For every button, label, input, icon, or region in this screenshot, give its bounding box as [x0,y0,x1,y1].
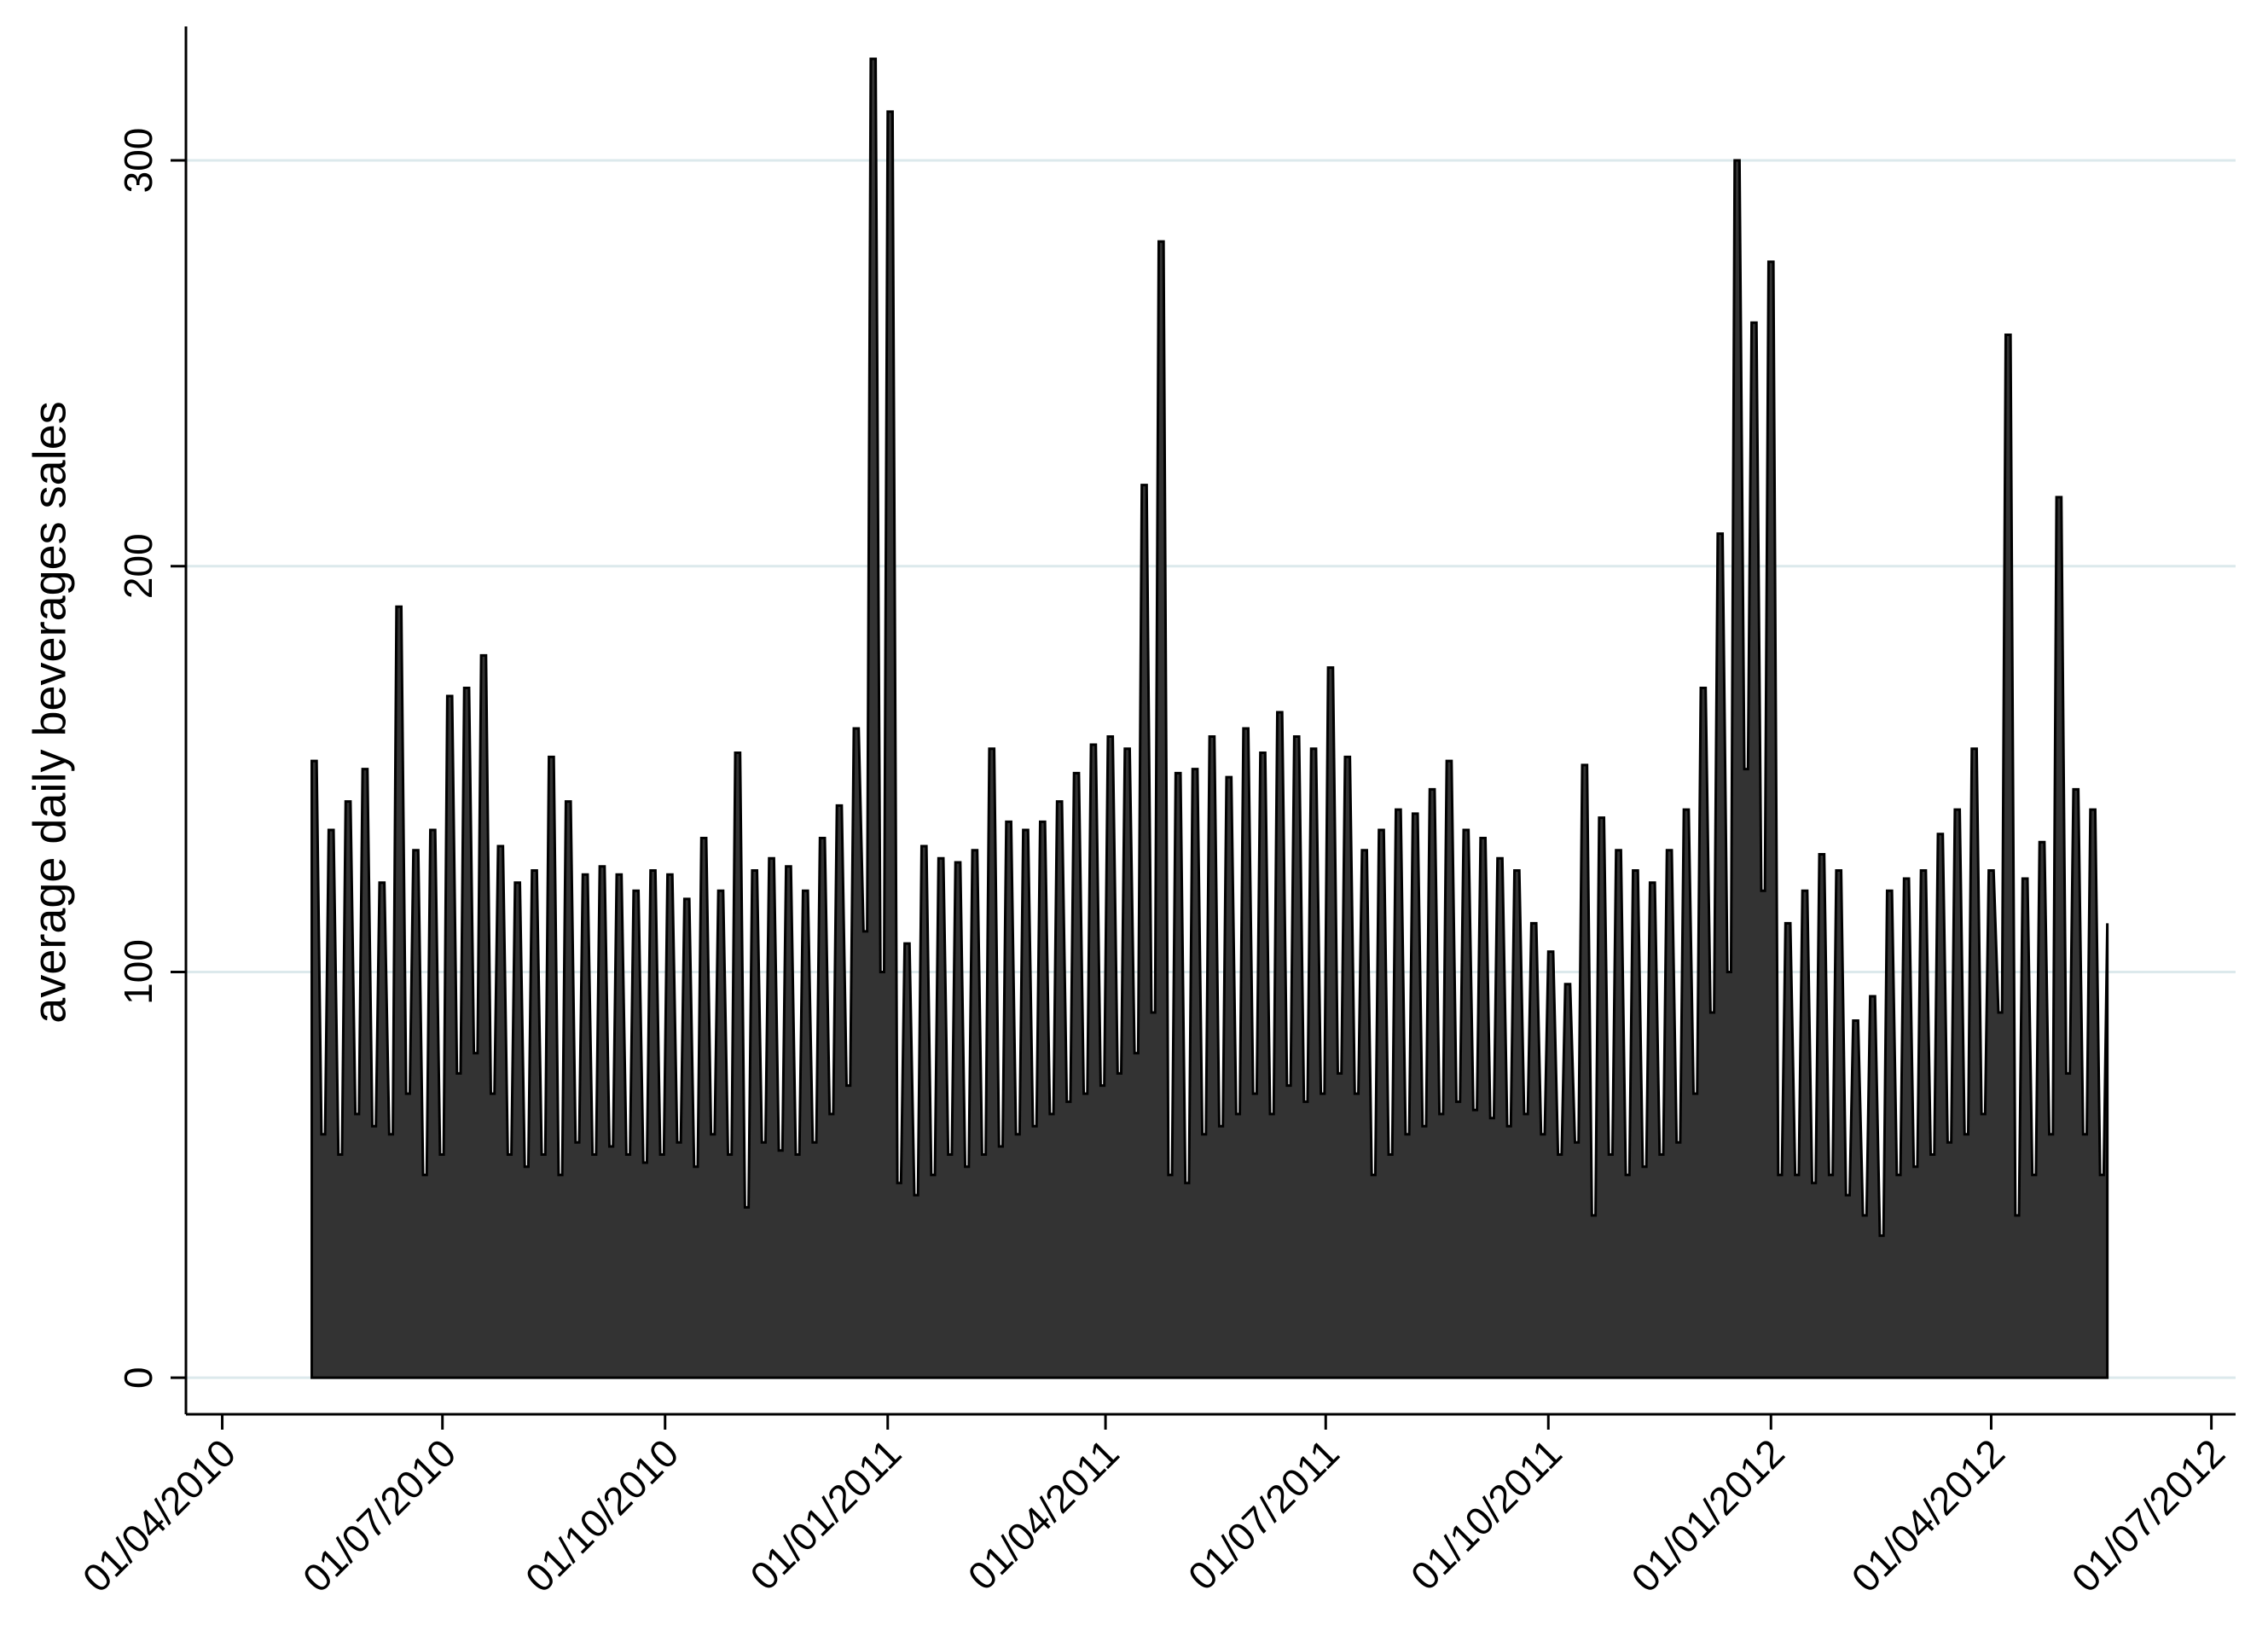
x-tick-label: 01/07/2011 [1180,1430,1348,1599]
x-tick-label: 01/10/2010 [517,1430,687,1601]
x-tick-label: 01/01/2012 [1622,1430,1793,1601]
x-tick-label: 01/04/2011 [960,1430,1128,1599]
y-tick-label: 100 [116,939,160,1005]
y-tick-label: 300 [116,128,160,194]
x-tick-label: 01/07/2010 [294,1430,465,1601]
x-tick-label: 01/10/2011 [1402,1430,1570,1599]
y-tick-label: 0 [116,1367,160,1389]
y-axis-label: average daily beverages sales [24,401,75,1023]
x-tick-label: 01/01/2011 [741,1430,909,1599]
area [310,57,2109,1379]
x-tick-label: 01/04/2010 [74,1430,245,1601]
x-tick-label: 01/07/2012 [2063,1430,2234,1601]
x-tick-label: 01/04/2012 [1843,1430,2014,1601]
y-tick-label: 200 [116,533,160,599]
